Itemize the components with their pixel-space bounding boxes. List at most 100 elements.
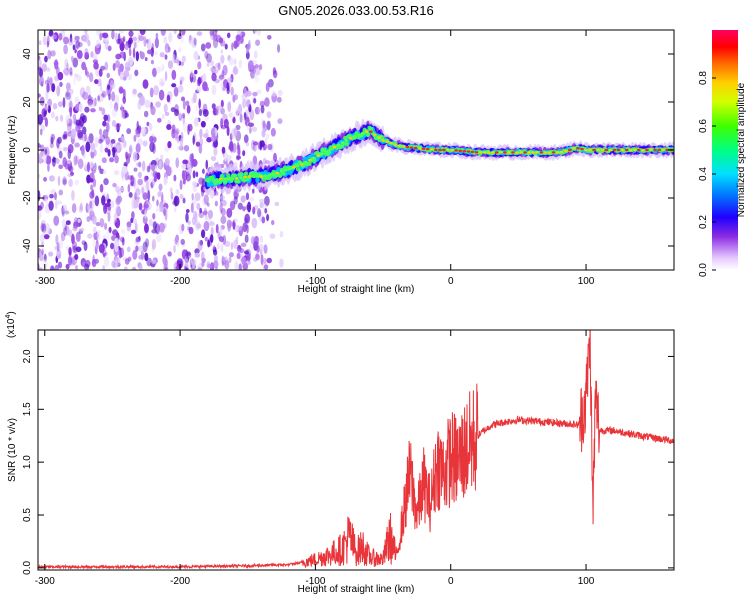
spectrogram-cell (189, 39, 195, 44)
ridge-core (304, 161, 308, 164)
spectrogram-cell (74, 179, 79, 186)
spectrogram-cell (154, 50, 159, 56)
spectrogram-cell (220, 215, 227, 225)
ridge-core (665, 148, 670, 152)
spectrogram-cell (46, 35, 50, 46)
spectrogram-cell (178, 47, 182, 53)
spectrogram-cell (150, 59, 155, 65)
spectrogram-cell (219, 202, 223, 214)
snr-xlabel: Height of straight line (km) (298, 584, 415, 595)
spectrogram-cell (193, 37, 197, 46)
spectrogram-cell (98, 243, 105, 254)
ridge-core (222, 177, 227, 180)
ridge-core (531, 151, 536, 154)
spectrogram-cell (160, 30, 166, 36)
spectrogram-cell (158, 89, 165, 101)
spectrogram-cell (113, 169, 120, 176)
spectrogram-cell (105, 191, 108, 197)
spectrogram-cell (52, 102, 58, 110)
spectrogram-cell (55, 115, 59, 122)
ridge-cell (312, 158, 317, 163)
spectrogram-cell (191, 193, 194, 201)
spectrogram-cell (193, 92, 197, 104)
spectrogram-cell (215, 105, 219, 116)
spectrogram-cell (164, 266, 169, 270)
spectrogram-cell (128, 144, 133, 155)
spectrogram-cell (192, 135, 195, 145)
spectrogram-cell (132, 249, 138, 260)
spectrogram-cell (204, 214, 208, 221)
spectrogram-cell (59, 114, 64, 122)
ridge-cell (368, 126, 374, 132)
spectrogram-cell (78, 227, 85, 232)
spectrogram-cell (244, 250, 250, 255)
spectrogram-cell (93, 149, 97, 157)
spectrogram-cell (235, 34, 241, 42)
spectrogram-cell (72, 245, 76, 253)
spectrogram-cell (220, 82, 224, 89)
spectrogram-cell (153, 175, 157, 183)
spectrogram-cell (41, 223, 47, 234)
spectrogram-cell (95, 243, 100, 249)
spectrogram-cell (144, 57, 148, 62)
spectrogram-cell (69, 100, 73, 110)
spectrogram-cell (48, 30, 54, 37)
spectrogram-cell (151, 238, 157, 250)
spectrogram-cell (191, 153, 194, 164)
spectrogram-cell (98, 128, 103, 136)
spectrogram-cell (266, 213, 269, 222)
spectrogram-cell (221, 257, 226, 265)
spectrogram-cell (74, 142, 80, 148)
spectrogram-cell (39, 233, 45, 243)
ridge-core (641, 148, 645, 152)
spectrogram-cell (91, 199, 95, 209)
spectrogram-cell (135, 245, 139, 252)
spectrogram-cell (238, 263, 242, 270)
spectrogram-cell (44, 194, 51, 199)
spectrogram-cell (261, 216, 266, 224)
spectrogram-cell (175, 189, 180, 195)
ridge-core (637, 148, 641, 152)
spectrogram-cell (91, 215, 97, 225)
spectrogram-cell (74, 73, 79, 78)
spectrogram-cell (45, 155, 52, 165)
spectrogram-cell (144, 223, 149, 234)
ridge-core (218, 177, 223, 180)
ridge-core (369, 130, 373, 133)
spectrogram-cell (173, 86, 179, 97)
spectrogram-cell (54, 192, 57, 201)
spectrogram-cell (209, 60, 215, 66)
figure-title: GN05.2026.033.00.53.R16 (278, 3, 433, 18)
spectrogram-cell (50, 133, 56, 141)
spectrogram-cell (57, 136, 62, 144)
spectrogram-cell (176, 258, 183, 268)
spectrogram-cell (142, 79, 149, 89)
snr-series-layer (38, 330, 674, 570)
spectrogram-cell (272, 69, 278, 79)
spectrogram-cell (79, 87, 86, 98)
spectrogram-cell (118, 67, 121, 76)
spectrogram-cell (76, 49, 83, 59)
spectrogram-cell (67, 144, 74, 154)
spectrogram-cell (61, 219, 66, 229)
spectrogram-cell (255, 253, 260, 261)
spectrogram-cell (57, 175, 61, 186)
spectrogram-cell (155, 101, 161, 108)
spectrogram-cell (159, 222, 165, 233)
spectrogram-cell (249, 109, 255, 121)
spectrogram-cell (65, 92, 71, 100)
spectrogram-cell (88, 133, 94, 144)
spectrogram-cell (114, 244, 119, 253)
spectrogram-cell (71, 128, 77, 140)
ridge-cell (235, 179, 241, 184)
spectrogram-cell (251, 217, 258, 229)
ridge-core (498, 151, 503, 154)
spectrogram-cell (213, 147, 218, 157)
colorbar-tick-label: 0.6 (698, 119, 709, 133)
spectrogram-cell (111, 260, 115, 268)
spectrogram-cell (186, 208, 190, 214)
spectrogram-cell (229, 145, 234, 153)
spectrogram-cell (99, 95, 104, 103)
ridge-core (316, 154, 320, 157)
